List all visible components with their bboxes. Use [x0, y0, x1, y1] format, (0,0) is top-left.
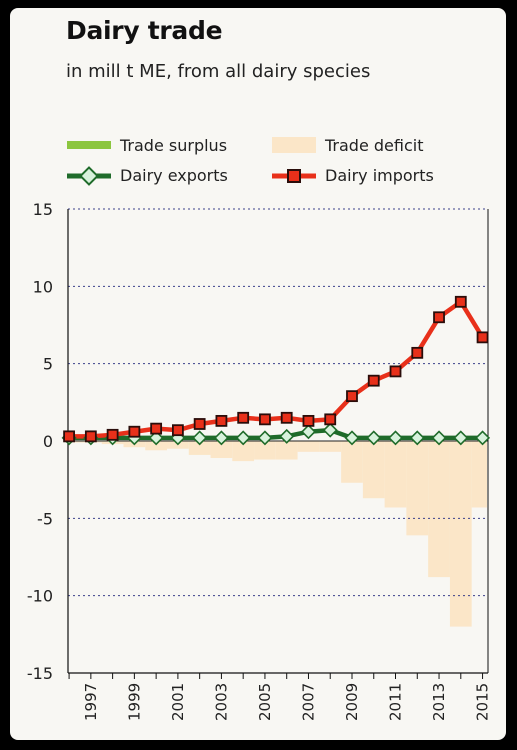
point-dairy-exports: [148, 430, 164, 446]
legend-swatches: [67, 137, 316, 186]
y-tick-label: -10: [27, 587, 53, 606]
point-dairy-imports: [150, 422, 163, 435]
deficit-bar: [275, 441, 298, 460]
x-tick-label: 2007: [299, 683, 317, 721]
point-dairy-exports: [366, 430, 382, 446]
point-dairy-imports: [84, 430, 97, 443]
y-tick-label: 15: [33, 200, 53, 219]
point-dairy-imports: [259, 413, 271, 426]
x-tick-label: 2015: [474, 683, 492, 721]
legend-marker-dairy-imports: [287, 169, 301, 183]
deficit-bar: [145, 441, 168, 451]
legend-label-trade-deficit: Trade deficit: [325, 136, 424, 155]
legend-swatch-trade-deficit: [272, 137, 316, 153]
deficit-bar: [406, 441, 429, 536]
point-dairy-imports: [128, 425, 141, 438]
point-dairy-exports: [344, 430, 360, 446]
point-dairy-exports: [409, 430, 425, 446]
point-dairy-imports: [476, 331, 489, 344]
chart-subtitle: in mill t ME, from all dairy species: [66, 61, 371, 82]
x-tick-label: 2003: [212, 683, 230, 721]
deficit-bar: [341, 441, 363, 483]
point-dairy-exports: [279, 428, 295, 444]
deficit-bar: [384, 441, 407, 508]
deficit-bar: [210, 441, 233, 459]
deficit-bar: [254, 441, 276, 460]
point-dairy-imports: [106, 428, 119, 441]
point-dairy-imports: [280, 411, 293, 424]
point-dairy-exports: [192, 430, 208, 446]
legend-label-dairy-exports: Dairy exports: [120, 166, 228, 185]
point-dairy-imports: [454, 295, 467, 308]
deficit-bar: [449, 441, 472, 627]
legend-marker-dairy-exports: [79, 166, 99, 186]
point-dairy-imports: [171, 424, 184, 437]
chart-title: Dairy trade: [66, 16, 223, 45]
point-dairy-imports: [63, 430, 75, 443]
point-dairy-exports: [257, 430, 273, 446]
x-tick-label: 2001: [169, 683, 187, 721]
legend: Trade surplus Trade deficit Dairy export…: [0, 0, 517, 200]
deficit-bar: [428, 441, 450, 578]
x-tick-label: 2005: [256, 683, 274, 721]
point-dairy-imports: [215, 414, 228, 427]
point-dairy-imports: [433, 311, 445, 324]
legend-swatch-trade-surplus: [67, 141, 111, 149]
point-dairy-exports: [388, 430, 404, 446]
legend-label-trade-surplus: Trade surplus: [120, 136, 228, 155]
point-dairy-imports: [411, 346, 424, 359]
point-dairy-exports: [213, 430, 229, 446]
legend-label-dairy-imports: Dairy imports: [325, 166, 434, 185]
y-tick-label: 5: [43, 355, 53, 374]
point-dairy-imports: [302, 414, 315, 427]
point-dairy-imports: [324, 413, 337, 426]
point-dairy-exports: [431, 430, 447, 446]
point-dairy-imports: [389, 365, 402, 378]
deficit-bar: [232, 441, 255, 462]
point-dairy-imports: [237, 411, 250, 424]
x-tick-label: 2013: [430, 683, 448, 721]
point-dairy-exports: [300, 424, 316, 440]
x-tick-label: 2011: [387, 683, 405, 721]
x-tick-label: 2009: [343, 683, 361, 721]
point-dairy-imports: [193, 418, 206, 430]
x-tick-label: 1997: [82, 683, 100, 721]
y-tick-label: -15: [27, 664, 53, 683]
point-dairy-imports: [346, 390, 358, 403]
point-dairy-exports: [235, 430, 251, 446]
deficit-bar: [471, 441, 487, 508]
deficit-bar: [319, 441, 342, 452]
deficit-bar: [188, 441, 211, 455]
point-dairy-imports: [367, 374, 380, 387]
y-tick-label: -5: [37, 509, 53, 528]
y-tick-label: 0: [43, 432, 53, 451]
point-dairy-exports: [322, 422, 338, 438]
deficit-bar: [362, 441, 385, 499]
x-tick-label: 1999: [125, 683, 143, 721]
point-dairy-exports: [475, 430, 491, 446]
deficit-bar: [297, 441, 320, 452]
y-tick-label: 10: [33, 277, 53, 296]
point-dairy-exports: [453, 430, 469, 446]
